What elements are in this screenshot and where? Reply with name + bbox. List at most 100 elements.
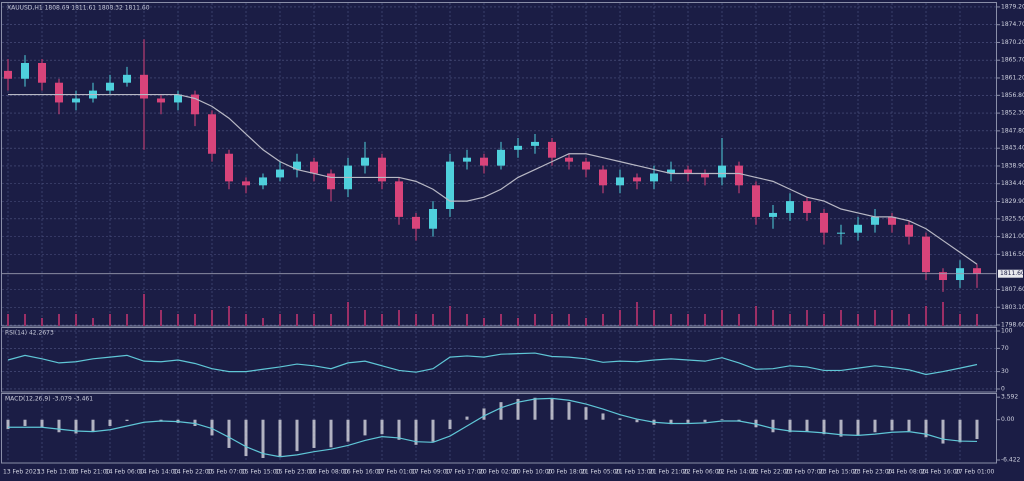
volume-bar (755, 306, 757, 326)
candle-body (973, 268, 981, 274)
candle-body (174, 94, 182, 103)
y-tick-label: 3.592 (1001, 394, 1018, 401)
rsi-line (7, 352, 978, 376)
y-tick-label: 1852.30 (1001, 110, 1024, 117)
macd-bar (74, 419, 78, 434)
volume-bar (687, 314, 689, 326)
last-price-box (998, 269, 1023, 278)
y-tick-label: 1843.40 (1001, 145, 1024, 152)
macd-bar (669, 419, 673, 425)
candle-body (463, 157, 471, 162)
candle-body (21, 62, 29, 79)
x-tick-label: 23 Feb 23:00 (853, 469, 893, 476)
volume-bar (721, 310, 723, 326)
x-tick-label: 21 Feb 21:00 (649, 469, 689, 476)
y-tick-label: 1821.00 (1001, 233, 1024, 240)
x-tick-label: 23 Feb 15:00 (819, 469, 859, 476)
volume-bar (925, 306, 927, 326)
macd-bar (618, 418, 622, 420)
volume-bar (245, 314, 247, 326)
rsi-panel (1, 327, 997, 393)
macd-bar (244, 419, 248, 457)
volume-bar (296, 314, 298, 326)
candle-body (752, 185, 760, 217)
volume-bar (857, 314, 859, 326)
macd-bar (346, 419, 350, 442)
candle-body (242, 181, 250, 186)
volume-bar (381, 314, 383, 326)
y-tick-label: 0 (1001, 385, 1005, 392)
main-panel (1, 2, 997, 327)
volume-bar (177, 314, 179, 326)
volume-bar (109, 314, 111, 326)
volume-bar (466, 314, 468, 326)
candle-body (106, 82, 114, 91)
candle-body (412, 216, 420, 229)
x-tick-label: 24 Feb 16:00 (921, 469, 961, 476)
candle-body (327, 173, 335, 190)
x-tick-label: 16 Feb 16:00 (343, 469, 383, 476)
signal-line (8, 397, 978, 458)
candle-body (276, 169, 284, 178)
candle-body (225, 153, 233, 182)
volume-bar (551, 314, 553, 326)
macd-bar (210, 419, 214, 436)
y-tick-label: 1874.70 (1001, 21, 1024, 28)
last-price-label: 1811.60 (1000, 270, 1024, 277)
volume-bar (432, 314, 434, 326)
candle-body (208, 114, 216, 154)
candle-body (429, 208, 437, 229)
y-tick-label: 1847.80 (1001, 127, 1024, 134)
macd-bar (482, 408, 486, 420)
volume-bar (585, 318, 587, 326)
volume-bar (143, 294, 145, 326)
macd-bar (839, 419, 843, 437)
x-tick-label: 22 Feb 06:00 (683, 469, 723, 476)
macd-bar (533, 397, 537, 420)
macd-bar (431, 419, 435, 442)
macd-bar (261, 419, 265, 458)
volume-bar (976, 314, 978, 326)
macd-bar (23, 419, 27, 426)
macd-bar (873, 419, 877, 433)
y-tick-label: 1816.50 (1001, 251, 1024, 258)
macd-bar (635, 419, 639, 423)
macd-bar (771, 419, 775, 433)
candle-body (4, 70, 12, 79)
macd-bar (278, 419, 282, 457)
x-tick-label: 13 Feb 21:00 (71, 469, 111, 476)
volume-bar (602, 314, 604, 326)
x-tick-label: 16 Feb 08:00 (309, 469, 349, 476)
candle-body (616, 177, 624, 186)
candle-body (55, 82, 63, 103)
candle-body (684, 169, 692, 174)
macd-bar (856, 419, 860, 436)
volume-bar (364, 310, 366, 326)
x-tick-label: 20 Feb 18:00 (547, 469, 587, 476)
volume-bar (126, 314, 128, 326)
x-tick-label: 15 Feb 23:00 (275, 469, 315, 476)
macd-bar (465, 416, 469, 420)
y-tick-label: 0.00 (1001, 416, 1015, 423)
macd-bar (40, 419, 44, 428)
volume-bar (772, 310, 774, 326)
candle-body (531, 141, 539, 146)
volume-bar (262, 318, 264, 326)
macd-bar (380, 419, 384, 435)
volume-bar (942, 302, 944, 326)
candle-body (548, 141, 556, 158)
macd-bar (822, 419, 826, 435)
x-tick-label: 13 Feb 13:00 (37, 469, 77, 476)
x-tick-label: 22 Feb 14:00 (717, 469, 757, 476)
volume-bar (75, 314, 77, 326)
macd-bar (788, 419, 792, 433)
macd-bar (397, 419, 401, 440)
x-tick-label: 24 Feb 08:00 (887, 469, 927, 476)
x-tick-label: 14 Feb 14:00 (139, 469, 179, 476)
x-tick-label: 13 Feb 2023 (3, 469, 41, 476)
volume-bar (449, 306, 451, 326)
volume-bar (228, 306, 230, 326)
volume-bar (330, 314, 332, 326)
